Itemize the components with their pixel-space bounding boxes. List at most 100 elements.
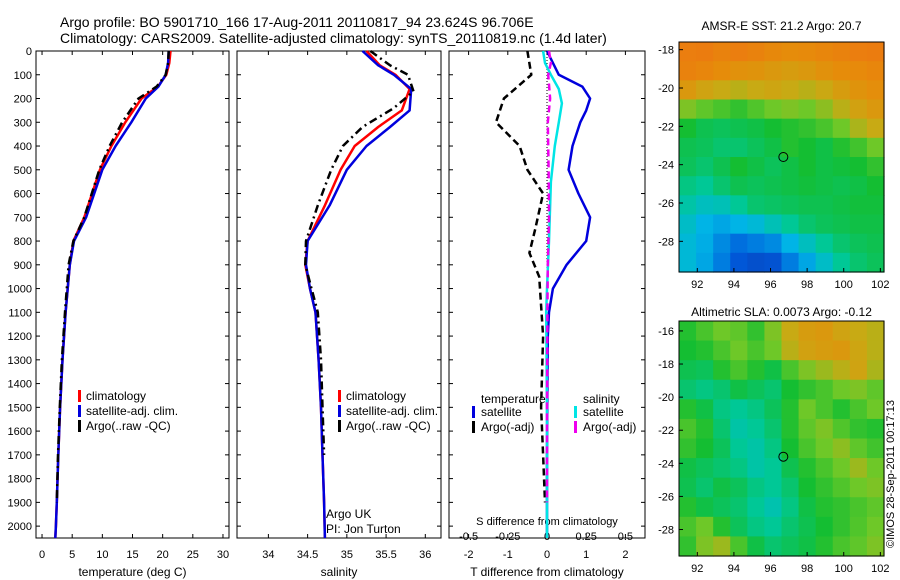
map-cell [849, 340, 868, 361]
y-tick-label: 1300 [8, 355, 32, 367]
s-tick-label: -0.25 [495, 531, 520, 543]
map-cell [832, 214, 851, 235]
map-cell [866, 233, 885, 254]
legend-swatch [472, 421, 475, 433]
map-cell [798, 118, 817, 139]
map-cell [815, 176, 834, 196]
map-cell [798, 536, 817, 557]
map-cell [781, 80, 800, 101]
map-cell [696, 477, 714, 498]
map-cell [781, 176, 800, 196]
map-y-tick-label: -22 [658, 121, 674, 133]
legend-swatch [338, 390, 341, 402]
map-cell [713, 252, 731, 273]
s-tick-label: -0.5 [459, 531, 478, 543]
map-cell [696, 399, 714, 420]
map-cell [747, 340, 766, 361]
map-cell [713, 477, 731, 498]
map-cell [781, 399, 800, 420]
map-cell [849, 42, 868, 62]
map-cell [747, 252, 766, 273]
map-cell [815, 99, 834, 120]
map-cell [781, 321, 800, 342]
map-cell [849, 321, 868, 342]
map-cell [866, 418, 885, 440]
legend-swatch [338, 405, 341, 417]
map-cell [764, 497, 783, 518]
map-cell [798, 176, 817, 196]
map-cell [696, 195, 714, 216]
map-cell [679, 516, 697, 538]
legend-swatch [78, 390, 81, 402]
legend-swatch [574, 406, 577, 418]
map-cell [866, 458, 885, 479]
map-cell [747, 438, 766, 459]
legend-label: climatology [86, 389, 146, 403]
map-cell [781, 195, 800, 216]
map-cell [849, 360, 868, 381]
map-cell [781, 536, 800, 557]
map-cell [832, 497, 851, 518]
map-cell [849, 477, 868, 498]
map-cell [849, 118, 868, 139]
map-cell [713, 340, 731, 361]
map-cell [781, 477, 800, 498]
map-cell [815, 252, 834, 273]
x-axis-label: T difference from climatology [470, 565, 624, 579]
map-cell [798, 80, 817, 101]
map-cell [747, 458, 766, 479]
map-cell [832, 157, 851, 177]
map-cell [747, 360, 766, 381]
map-cell [866, 438, 885, 459]
map-cell [815, 458, 834, 479]
map-cell [798, 321, 817, 342]
x-axis-label: salinity [321, 565, 358, 579]
map-cell [696, 252, 714, 273]
map-cell [764, 321, 783, 342]
map-cell [764, 536, 783, 557]
x-tick-label: 2 [622, 549, 628, 561]
sla-map-panel: Altimetric SLA: 0.0073 Argo: -0.12 92 94 96… [658, 305, 889, 575]
map-cell [696, 516, 714, 538]
x-tick-label: 34 [262, 549, 274, 561]
legend-title: temperature [481, 392, 546, 406]
y-tick-label: 900 [14, 260, 32, 272]
map-cell [832, 176, 851, 196]
map-cell [798, 360, 817, 381]
map-cell [679, 118, 697, 139]
map-cell [866, 497, 885, 518]
map-cell [730, 80, 748, 101]
y-tick-label: 1200 [8, 331, 32, 343]
map-cell [696, 321, 714, 342]
map-cell [832, 118, 851, 139]
map-cell [764, 42, 783, 62]
legend-label: Argo(..raw -QC) [86, 419, 171, 433]
map-cell [730, 536, 748, 557]
y-tick-label: 500 [14, 165, 32, 177]
map-cell [730, 399, 748, 420]
map-cell [696, 61, 714, 81]
map-cell [730, 438, 748, 459]
map-cell [747, 137, 766, 158]
map-cell [747, 379, 766, 400]
map-cell [832, 99, 851, 120]
map-cell [815, 157, 834, 177]
map-cell [849, 99, 868, 120]
legend-swatch [78, 420, 81, 432]
map-cell [730, 233, 748, 254]
map-x-tick-label: 96 [764, 563, 776, 575]
map-cell [832, 321, 851, 342]
map-cell [815, 516, 834, 538]
map-cell [781, 497, 800, 518]
y-tick-label: 700 [14, 212, 32, 224]
map-cell [747, 233, 766, 254]
map-cell [747, 321, 766, 342]
x-tick-label: 35.5 [375, 549, 396, 561]
map-cell [713, 137, 731, 158]
map-cell [815, 497, 834, 518]
map-cell [815, 399, 834, 420]
map-cell [679, 42, 697, 62]
map-cell [764, 438, 783, 459]
map-cell [832, 61, 851, 81]
series-satellite-adj-clim- [304, 50, 413, 539]
